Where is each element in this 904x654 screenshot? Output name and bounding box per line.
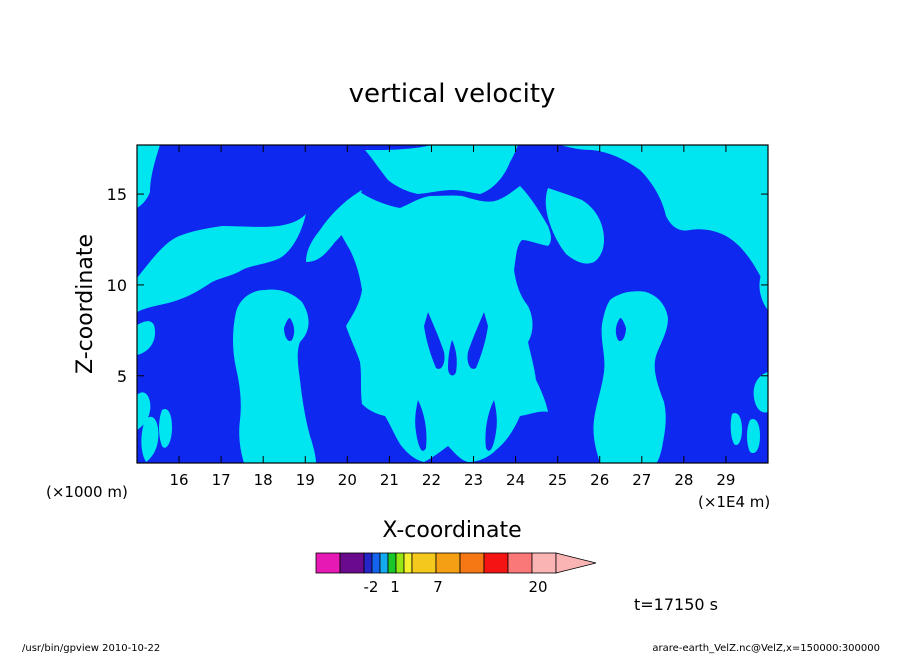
colorbar-arrow (555, 552, 597, 574)
colorbar-segment (507, 552, 533, 574)
colorbar-segment (379, 552, 389, 574)
footer-right: arare-earth_VelZ.nc@VelZ,x=150000:300000 (652, 643, 880, 654)
x-tick-label: 21 (380, 471, 399, 489)
x-tick-label: 27 (632, 471, 651, 489)
y-tick-label: 5 (117, 367, 127, 386)
colorbar-tick-label: 7 (433, 578, 443, 596)
colorbar-segment (531, 552, 557, 574)
x-tick-label: 29 (716, 471, 735, 489)
colorbar-segment (411, 552, 437, 574)
near-zero-velocity-regions (137, 145, 768, 463)
y-tick-label: 15 (107, 185, 127, 204)
x-tick-label: 25 (548, 471, 567, 489)
y-tick-label: 10 (107, 276, 127, 295)
colorbar-tick-label: 1 (390, 578, 400, 596)
colorbar-tick-label: -2 (364, 578, 379, 596)
colorbar-segment (339, 552, 365, 574)
footer-left: /usr/bin/gpview 2010-10-22 (22, 643, 160, 654)
colorbar-segment (395, 552, 405, 574)
x-tick-label: 18 (254, 471, 273, 489)
y-axis-ticks: 5 10 15 (107, 185, 768, 386)
x-tick-label: 23 (464, 471, 483, 489)
colorbar (315, 552, 597, 574)
x-tick-label: 24 (506, 471, 525, 489)
y-axis-label: Z-coordinate (73, 234, 98, 374)
x-unit-right: (×1E4 m) (698, 493, 770, 511)
colorbar-segment (315, 552, 341, 574)
x-axis-ticks: 16 17 18 19 20 21 22 23 24 25 26 27 28 29 (170, 145, 735, 489)
x-tick-label: 17 (212, 471, 231, 489)
x-unit-left: (×1000 m) (46, 483, 128, 501)
x-axis-label: X-coordinate (382, 518, 521, 543)
x-tick-label: 22 (422, 471, 441, 489)
x-tick-label: 19 (296, 471, 315, 489)
colorbar-segment (403, 552, 413, 574)
time-label: t=17150 s (634, 595, 718, 614)
colorbar-segment (371, 552, 381, 574)
contour-field (137, 145, 768, 463)
x-tick-label: 26 (590, 471, 609, 489)
colorbar-segment (363, 552, 373, 574)
x-tick-label: 20 (338, 471, 357, 489)
plot-frame (136, 144, 769, 464)
x-tick-label: 28 (674, 471, 693, 489)
colorbar-segment (387, 552, 397, 574)
colorbar-segment (459, 552, 485, 574)
colorbar-tick-label: 20 (528, 578, 547, 596)
negative-velocity-inclusions (284, 312, 626, 451)
chart-title: vertical velocity (349, 79, 556, 109)
colorbar-segment (483, 552, 509, 574)
colorbar-segment (435, 552, 461, 574)
x-tick-label: 16 (170, 471, 189, 489)
colorbar-tick-labels: -2 1 7 20 (364, 578, 548, 596)
